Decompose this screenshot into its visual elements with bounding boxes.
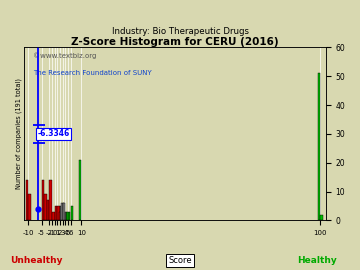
Text: Healthy: Healthy — [297, 256, 337, 265]
Text: Unhealthy: Unhealthy — [10, 256, 62, 265]
Bar — [60, 206, 62, 220]
Bar — [79, 160, 81, 220]
Bar — [49, 180, 52, 220]
Text: Score: Score — [168, 256, 192, 265]
Bar — [47, 200, 49, 220]
Bar — [320, 215, 323, 220]
Bar — [65, 212, 66, 220]
Bar — [52, 212, 55, 220]
Bar — [55, 206, 58, 220]
Bar — [59, 212, 61, 220]
Title: Z-Score Histogram for CERU (2016): Z-Score Histogram for CERU (2016) — [71, 37, 279, 47]
Bar — [44, 194, 47, 220]
Bar — [26, 180, 28, 220]
Bar — [66, 212, 67, 220]
Bar — [63, 203, 65, 220]
Bar — [318, 73, 320, 220]
Text: -6.3346: -6.3346 — [38, 129, 70, 139]
Bar — [41, 180, 44, 220]
Bar — [28, 194, 31, 220]
Bar — [67, 212, 69, 220]
Bar — [62, 203, 63, 220]
Text: Industry: Bio Therapeutic Drugs: Industry: Bio Therapeutic Drugs — [112, 27, 248, 36]
Bar — [71, 206, 73, 220]
Text: ©www.textbiz.org: ©www.textbiz.org — [33, 53, 97, 59]
Text: The Research Foundation of SUNY: The Research Foundation of SUNY — [33, 70, 152, 76]
Bar — [69, 212, 70, 220]
Bar — [63, 203, 64, 220]
Bar — [58, 206, 60, 220]
Y-axis label: Number of companies (191 total): Number of companies (191 total) — [15, 78, 22, 189]
